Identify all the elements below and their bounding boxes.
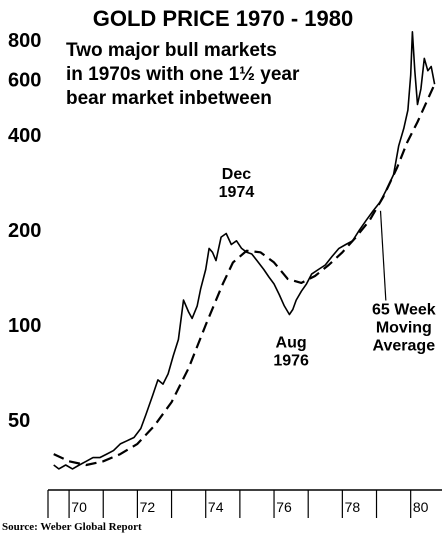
y-tick-label: 50 [8, 410, 30, 432]
subtitle-line-3: bear market inbetween [66, 88, 272, 109]
moving-average-line [53, 83, 436, 467]
y-tick-label: 600 [8, 70, 41, 92]
y-tick-label: 100 [8, 315, 41, 337]
x-tick-label: 70 [71, 499, 87, 515]
subtitle-line-2: in 1970s with one 1½ year [66, 64, 300, 85]
x-axis: 70 72 74 76 78 80 [47, 489, 442, 518]
x-tick-label: 80 [413, 499, 429, 515]
annotation-label: Aug [276, 334, 307, 351]
x-tick-label: 72 [140, 499, 156, 515]
annotation-label: 65 Week [372, 301, 436, 318]
y-axis-tick-labels: 50 100 200 400 600 800 [8, 30, 41, 432]
annotation-label: 1976 [273, 352, 309, 369]
y-tick-label: 200 [8, 220, 41, 242]
source-note: Source: Weber Global Report [2, 521, 142, 533]
y-tick-label: 800 [8, 30, 41, 52]
x-tick-label: 74 [208, 499, 224, 515]
annotation-label: Moving [376, 319, 432, 336]
x-tick-label: 78 [345, 499, 361, 515]
annotation-pointer [379, 210, 387, 301]
chart-series [53, 31, 436, 470]
chart-subtitle: Two major bull markets in 1970s with one… [66, 40, 300, 109]
x-tick-label: 76 [276, 499, 292, 515]
y-tick-label: 400 [8, 125, 41, 147]
annotation-label: 1974 [219, 184, 255, 201]
annotation-label: Dec [222, 166, 251, 183]
chart-title: GOLD PRICE 1970 - 1980 [93, 6, 353, 31]
gold-price-line [53, 31, 436, 470]
annotation-label: Average [373, 337, 436, 354]
subtitle-line-1: Two major bull markets [66, 40, 277, 61]
